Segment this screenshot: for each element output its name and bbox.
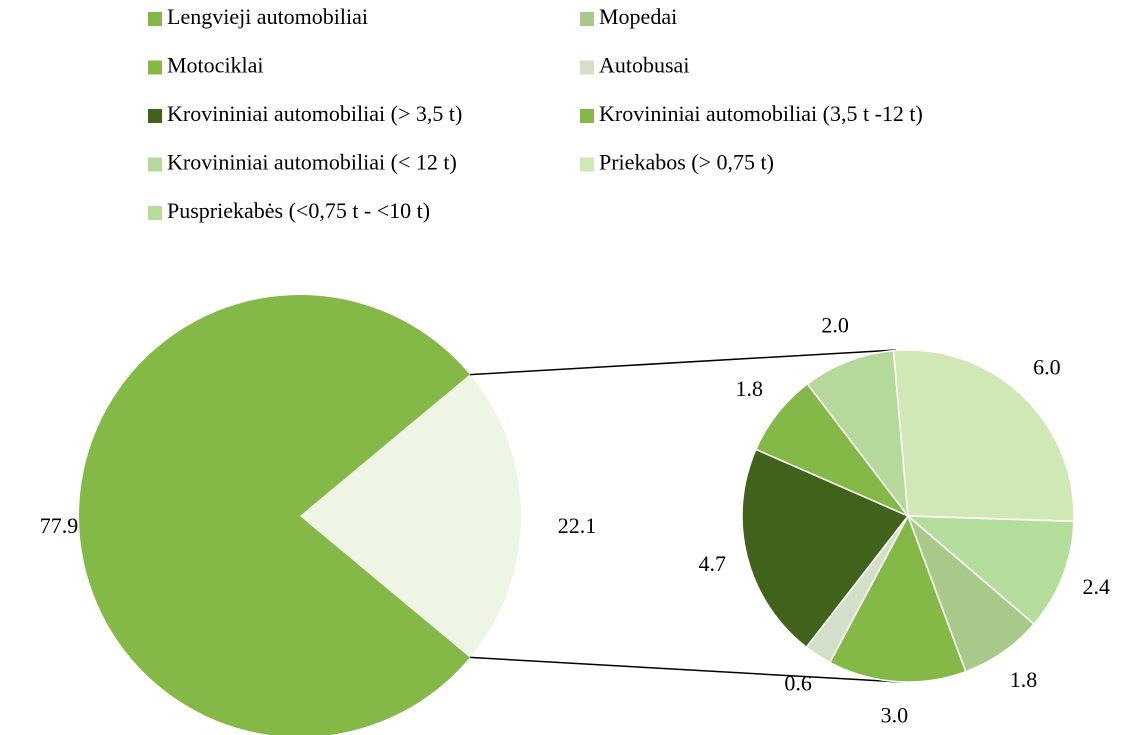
pie-slice [892,349,1075,523]
legend-swatch [148,12,162,26]
legend-label: Autobusai [599,53,689,78]
legend-swatch [148,109,162,123]
legend-label: Lengvieji automobiliai [167,4,368,29]
pie-slice [300,374,522,658]
legend-swatch [148,206,162,220]
legend-label: Krovininiai automobiliai (> 3,5 t) [167,101,462,126]
data-label: 0.6 [784,671,812,696]
data-label: 2.0 [821,313,849,338]
pie-slice [78,295,470,735]
legend-swatch [580,157,594,172]
data-label: 1.8 [735,376,763,401]
pie-slice [741,448,910,649]
legend-swatch [580,60,594,75]
pie-slice [905,515,1075,626]
legend-label: Motociklai [167,53,264,78]
data-label: 1.8 [1010,667,1038,692]
legend-label: Krovininiai automobiliai (< 12 t) [167,150,457,175]
data-label: 6.0 [1033,354,1061,379]
legend-swatch [580,109,594,123]
data-label: 2.4 [1083,574,1111,599]
legend-swatch [148,157,162,172]
legend-label: Mopedai [599,4,677,29]
pie-slice [806,349,909,519]
pie-slice [828,514,967,683]
data-label: 4.7 [698,551,726,576]
legend-label: Krovininiai automobiliai (3,5 t -12 t) [599,101,923,126]
data-label: 3.0 [881,703,909,728]
connector-line [469,656,901,683]
legend-label: Priekabos (> 0,75 t) [599,150,774,175]
data-label: 22.1 [558,513,597,538]
data-label: 77.9 [40,513,79,538]
connector-line [469,349,897,376]
legend-swatch [148,60,162,75]
legend-label: Puspriekabės (<0,75 t - <10 t) [167,198,430,223]
legend-swatch [580,12,594,26]
